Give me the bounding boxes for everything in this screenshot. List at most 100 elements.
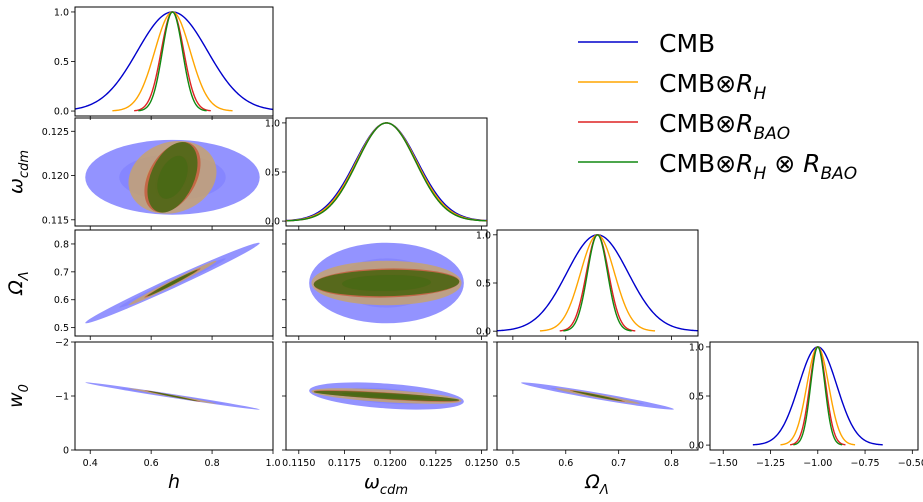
curve-0 bbox=[286, 122, 487, 222]
curve-1 bbox=[286, 122, 487, 222]
legend-label-3: CMB⊗RH​ ⊗ RBAO​ bbox=[659, 149, 857, 184]
plot-area bbox=[85, 382, 260, 410]
xtick-label: 0.8 bbox=[205, 458, 220, 469]
curve-3 bbox=[287, 122, 486, 222]
xtick-label: 0.6 bbox=[144, 458, 159, 469]
xtick-label: 0.5 bbox=[505, 458, 520, 469]
xlabel-omega-cdm: ωcdm bbox=[364, 471, 408, 498]
ytick-label: 0.120 bbox=[42, 171, 69, 182]
panel-Omega_Lambda-Omega_Lambda: 0.0 0.5 1.0 bbox=[476, 229, 699, 340]
plot-area bbox=[75, 11, 273, 112]
panel-frame bbox=[285, 341, 488, 451]
ytick-label: 0.0 bbox=[476, 327, 491, 338]
xtick-label: 0.8 bbox=[664, 458, 679, 469]
panel-w_0-w_0: 0.0 0.5 1.0 −1.50 −1.25 −1.00 −0.75 −0.50 bbox=[689, 341, 923, 469]
curve-2 bbox=[134, 11, 211, 112]
xtick-label: −0.50 bbox=[898, 458, 923, 469]
panel-omega_cdm-h: 0.115 0.120 0.125 bbox=[42, 117, 274, 230]
ytick-label: 0.5 bbox=[54, 323, 69, 334]
panel-frame bbox=[74, 117, 274, 227]
plot-area bbox=[286, 122, 487, 222]
legend: CMB CMB⊗RH​ CMB⊗RBAO​ CMB⊗RH​ ⊗ RBAO​ bbox=[578, 29, 857, 184]
xtick-label: 0.4 bbox=[83, 458, 98, 469]
xtick-label: −1.25 bbox=[756, 458, 785, 469]
panel-frame bbox=[74, 229, 274, 337]
ytick-label: 0.0 bbox=[265, 217, 280, 228]
curve-0 bbox=[497, 234, 698, 332]
ytick-label: 0 bbox=[63, 446, 69, 457]
plot-area bbox=[521, 382, 674, 410]
contour-3-1sigma bbox=[157, 155, 188, 199]
ytick-label: 0.5 bbox=[54, 57, 69, 68]
ytick-label: 0.0 bbox=[689, 441, 704, 452]
ylabel-omega-lambda: ΩΛ bbox=[5, 271, 32, 295]
plot-area bbox=[85, 139, 260, 215]
panel-w_0-h: −2 −1 0 0.4 0.6 0.8 1.0 bbox=[55, 338, 281, 470]
plot-area bbox=[309, 382, 464, 410]
ylabel-omega-cdm: ωcdm bbox=[5, 150, 32, 194]
panel-frame bbox=[709, 341, 919, 451]
ytick-label: 0.6 bbox=[54, 295, 69, 306]
ylabel-w0: w0 bbox=[5, 384, 32, 408]
xlabel-h: h bbox=[168, 471, 180, 493]
legend-label-0: CMB bbox=[659, 29, 715, 58]
xtick-label: −1.00 bbox=[803, 458, 832, 469]
curve-1 bbox=[780, 346, 856, 446]
panel-frame bbox=[496, 229, 699, 337]
xtick-label: −0.75 bbox=[850, 458, 879, 469]
contour-3-1sigma bbox=[157, 274, 188, 292]
curve-3 bbox=[793, 346, 843, 446]
xtick-label: 0.1250 bbox=[465, 458, 498, 469]
ytick-label: 1.0 bbox=[265, 118, 280, 129]
curve-0 bbox=[75, 11, 273, 111]
plot-area bbox=[497, 234, 698, 332]
ytick-label: 0.125 bbox=[42, 127, 69, 138]
xtick-label: 0.1225 bbox=[419, 458, 452, 469]
panel-frame bbox=[285, 229, 488, 337]
ytick-label: 0.5 bbox=[476, 279, 491, 290]
curve-0 bbox=[752, 346, 883, 446]
panel-Omega_Lambda-omega_cdm bbox=[282, 229, 488, 340]
curve-3 bbox=[563, 234, 632, 332]
curve-2 bbox=[559, 234, 636, 332]
xtick-label: 1.0 bbox=[265, 458, 280, 469]
plot-area bbox=[752, 346, 883, 446]
legend-label-2: CMB⊗RBAO​ bbox=[659, 109, 790, 144]
panel-w_0-omega_cdm: 0.1150 0.1175 0.1200 0.1225 0.1250 bbox=[282, 341, 498, 469]
curve-2 bbox=[790, 346, 846, 446]
curve-2 bbox=[287, 122, 486, 222]
curve-1 bbox=[539, 234, 656, 332]
ytick-label: 0.115 bbox=[42, 215, 69, 226]
xtick-label: 0.6 bbox=[558, 458, 573, 469]
curve-1 bbox=[112, 11, 233, 112]
contour-3-1sigma bbox=[342, 392, 431, 400]
panel-frame bbox=[74, 341, 274, 451]
xlabel-omega-lambda: ΩΛ bbox=[584, 471, 608, 498]
ytick-label: 0.5 bbox=[689, 392, 704, 403]
xtick-label: 0.1200 bbox=[374, 458, 407, 469]
ytick-label: 0.5 bbox=[265, 168, 280, 179]
xtick-label: 0.1175 bbox=[328, 458, 361, 469]
ytick-label: 0.7 bbox=[54, 267, 69, 278]
plot-area bbox=[85, 242, 260, 324]
ytick-label: 0.0 bbox=[54, 107, 69, 118]
panel-w_0-Omega_Lambda: 0.5 0.6 0.7 0.8 bbox=[493, 341, 699, 469]
contour-3-1sigma bbox=[157, 392, 188, 400]
ytick-label: −2 bbox=[55, 338, 69, 349]
contour-3-1sigma bbox=[342, 274, 431, 292]
contour-3-1sigma bbox=[582, 392, 613, 400]
panel-omega_cdm-omega_cdm: 0.0 0.5 1.0 bbox=[265, 117, 488, 230]
legend-label-1: CMB⊗RH​ bbox=[659, 69, 767, 104]
xtick-label: 0.7 bbox=[611, 458, 626, 469]
ytick-label: 1.0 bbox=[476, 230, 491, 241]
xtick-label: 0.1150 bbox=[282, 458, 315, 469]
panel-h-h: 0.0 0.5 1.0 bbox=[54, 6, 274, 120]
ytick-label: 1.0 bbox=[54, 7, 69, 18]
ytick-label: 0.8 bbox=[54, 239, 69, 250]
ytick-label: −1 bbox=[55, 392, 69, 403]
xtick-label: −1.50 bbox=[709, 458, 738, 469]
curve-3 bbox=[138, 11, 207, 112]
panel-frame bbox=[285, 117, 488, 227]
panel-frame bbox=[74, 6, 274, 117]
